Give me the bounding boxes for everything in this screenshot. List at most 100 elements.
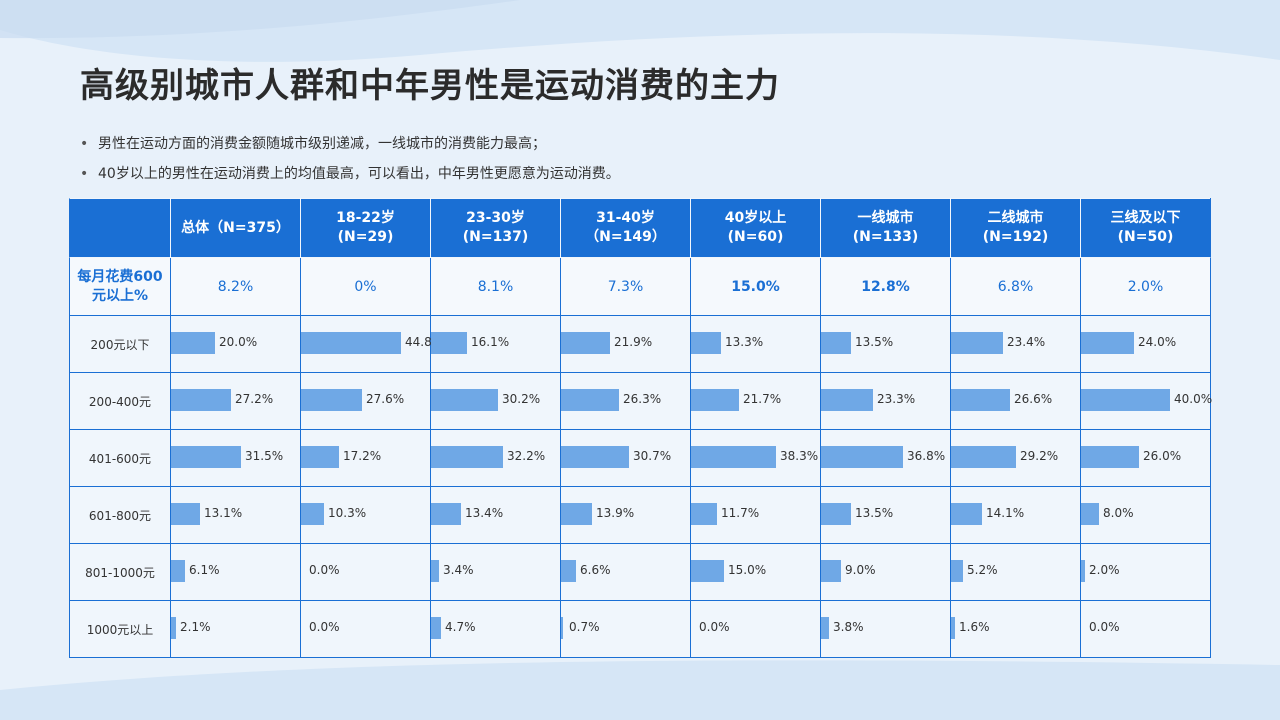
bar-cell: 1.6%	[950, 600, 1081, 658]
bar-cell: 36.8%	[820, 429, 951, 487]
bar	[301, 446, 339, 468]
bar-value-label: 21.9%	[614, 335, 653, 349]
bar-cell: 2.0%	[1080, 543, 1211, 601]
bar-value-label: 9.0%	[845, 563, 876, 577]
bar-value-label: 5.2%	[967, 563, 998, 577]
highlight-row: 每月花费600 元以上% 8.2% 0% 8.1% 7.3% 15.0% 12.8% 6.8…	[69, 257, 1211, 316]
bar-cell: 2.1%	[170, 600, 301, 658]
highlight-value: 7.3%	[560, 257, 691, 316]
page-title: 高级别城市人群和中年男性是运动消费的主力	[80, 66, 780, 106]
bar-value-label: 6.1%	[189, 563, 220, 577]
bar-cell: 14.1%	[950, 486, 1081, 544]
bar	[1081, 560, 1085, 582]
bar	[691, 503, 717, 525]
row-label: 200元以下	[69, 315, 171, 373]
column-header: 40岁以上 (N=60)	[690, 198, 821, 258]
bar	[431, 332, 467, 354]
bar-cell: 3.4%	[430, 543, 561, 601]
bar	[301, 503, 324, 525]
row-label: 401-600元	[69, 429, 171, 487]
bar-value-label: 17.2%	[343, 449, 382, 463]
bar-value-label: 31.5%	[245, 449, 284, 463]
spending-table: 总体（N=375） 18-22岁 (N=29) 23-30岁 (N=137) 3…	[69, 198, 1213, 658]
bullet-item: 男性在运动方面的消费金额随城市级别递减，一线城市的消费能力最高；	[78, 130, 620, 160]
bar-cell: 20.0%	[170, 315, 301, 373]
bar-value-label: 21.7%	[743, 392, 782, 406]
bar-cell: 10.3%	[300, 486, 431, 544]
bar	[1081, 446, 1139, 468]
bar-cell: 13.9%	[560, 486, 691, 544]
column-header: 18-22岁 (N=29)	[300, 198, 431, 258]
bar	[431, 446, 503, 468]
bar	[561, 389, 619, 411]
bar-value-label: 20.0%	[219, 335, 258, 349]
bar-value-label: 1.6%	[959, 620, 990, 634]
bar	[561, 503, 592, 525]
bar-value-label: 23.4%	[1007, 335, 1046, 349]
bar-cell: 21.9%	[560, 315, 691, 373]
bar-value-label: 26.6%	[1014, 392, 1053, 406]
bar	[431, 560, 439, 582]
bar-cell: 27.2%	[170, 372, 301, 430]
bar-value-label: 3.4%	[443, 563, 474, 577]
bar-cell: 23.3%	[820, 372, 951, 430]
bar	[821, 560, 841, 582]
bar	[821, 332, 851, 354]
bar	[431, 503, 461, 525]
row-label: 801-1000元	[69, 543, 171, 601]
bar-cell: 40.0%	[1080, 372, 1213, 430]
bar-value-label: 0.0%	[309, 620, 340, 634]
bar-cell: 13.4%	[430, 486, 561, 544]
bar-cell: 16.1%	[430, 315, 561, 373]
bar	[171, 503, 200, 525]
bar-value-label: 27.6%	[366, 392, 405, 406]
column-header: 二线城市 (N=192)	[950, 198, 1081, 258]
bar-cell: 13.3%	[690, 315, 821, 373]
bar-value-label: 32.2%	[507, 449, 546, 463]
bar-value-label: 40.0%	[1174, 392, 1213, 406]
bar	[561, 560, 576, 582]
bar-value-label: 13.5%	[855, 335, 894, 349]
bar	[301, 332, 401, 354]
bar-value-label: 6.6%	[580, 563, 611, 577]
bar-cell: 30.2%	[430, 372, 561, 430]
bar-cell: 13.5%	[820, 315, 951, 373]
row-label: 200-400元	[69, 372, 171, 430]
bar	[821, 446, 903, 468]
bar-value-label: 30.2%	[502, 392, 541, 406]
bar-value-label: 36.8%	[907, 449, 946, 463]
bar-cell: 9.0%	[820, 543, 951, 601]
column-header: 23-30岁 (N=137)	[430, 198, 561, 258]
table-row: 1000元以上 2.1% 0.0% 4.7% 0.7% 0.0% 3.8% 1.6% 0.0%	[69, 600, 1211, 658]
bar-value-label: 30.7%	[633, 449, 672, 463]
bar-cell: 30.7%	[560, 429, 691, 487]
bar-cell: 26.0%	[1080, 429, 1211, 487]
bar	[951, 332, 1003, 354]
column-header: 三线及以下 (N=50)	[1080, 198, 1211, 258]
bar-value-label: 0.0%	[309, 563, 340, 577]
column-header: 31-40岁（N=149）	[560, 198, 691, 258]
bar	[951, 389, 1010, 411]
bar	[821, 617, 829, 639]
bar-cell: 0.0%	[300, 543, 431, 601]
table-header-row: 总体（N=375） 18-22岁 (N=29) 23-30岁 (N=137) 3…	[69, 198, 1211, 258]
bar-value-label: 13.1%	[204, 506, 243, 520]
bar	[171, 446, 241, 468]
table-row: 200-400元 27.2% 27.6% 30.2% 26.3% 21.7% 23.3% 26…	[69, 372, 1213, 430]
bar	[691, 446, 776, 468]
bar-value-label: 14.1%	[986, 506, 1025, 520]
highlight-value: 6.8%	[950, 257, 1081, 316]
highlight-value: 12.8%	[820, 257, 951, 316]
bar	[431, 617, 441, 639]
column-header	[69, 198, 171, 258]
table-row: 601-800元 13.1% 10.3% 13.4% 13.9% 11.7% 13.5% 14…	[69, 486, 1211, 544]
bar-value-label: 24.0%	[1138, 335, 1177, 349]
table-row: 801-1000元 6.1% 0.0% 3.4% 6.6% 15.0% 9.0% 5.2% 2.…	[69, 543, 1211, 601]
bullet-list: 男性在运动方面的消费金额随城市级别递减，一线城市的消费能力最高； 40岁以上的男…	[78, 130, 620, 190]
bar	[951, 617, 955, 639]
highlight-row-label: 每月花费600 元以上%	[69, 257, 171, 316]
bar-value-label: 10.3%	[328, 506, 367, 520]
bar	[691, 332, 721, 354]
bar-cell: 6.6%	[560, 543, 691, 601]
bar-cell: 6.1%	[170, 543, 301, 601]
